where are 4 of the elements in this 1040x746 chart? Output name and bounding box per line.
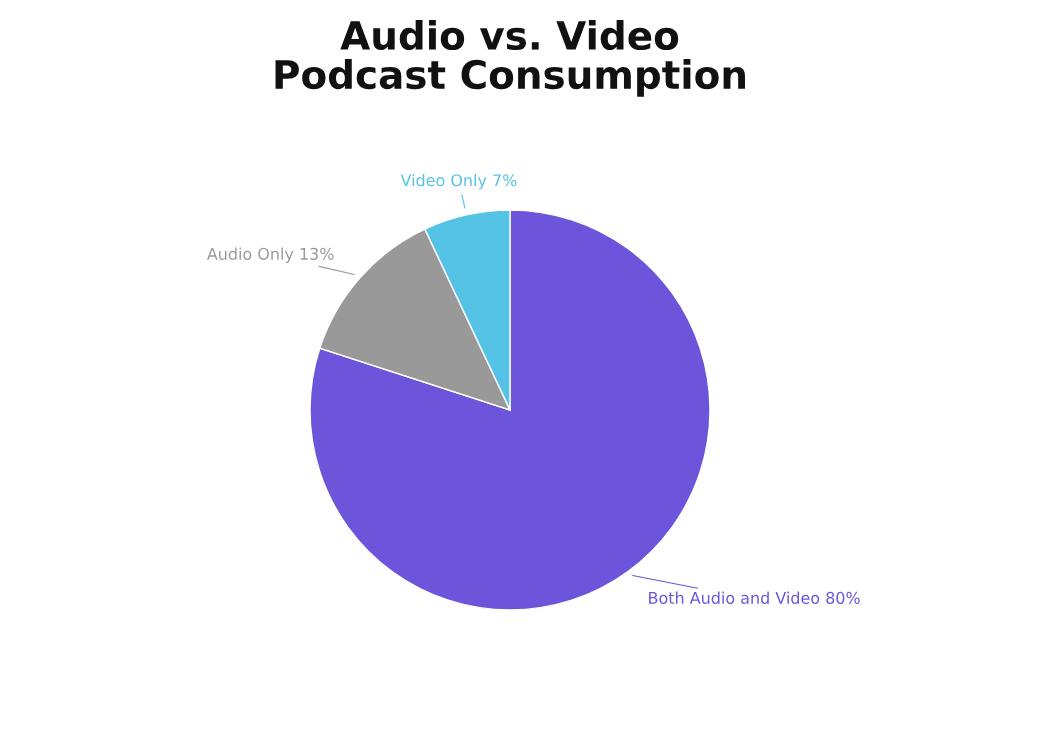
slice-label: Audio Only 13%	[206, 247, 334, 263]
slice-label: Video Only 7%	[400, 173, 517, 190]
slice-label: Both Audio and Video 80%	[649, 591, 860, 604]
chart-title: Audio vs. Video Podcast Consumption	[275, 20, 746, 97]
